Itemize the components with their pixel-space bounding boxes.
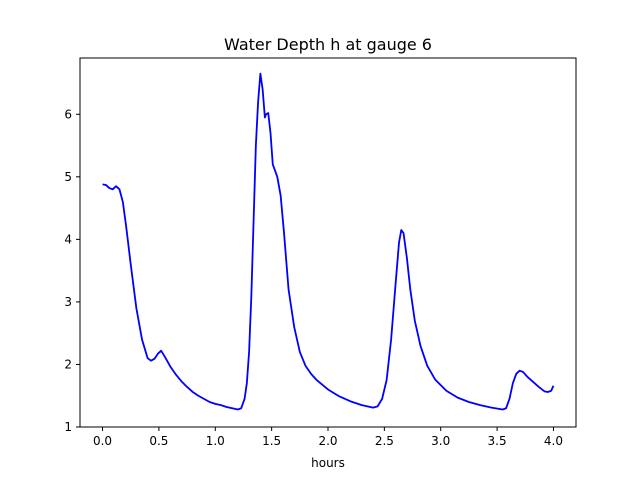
y-tick-label: 2 bbox=[64, 357, 72, 371]
x-tick-label: 3.5 bbox=[488, 434, 507, 448]
x-tick-label: 1.5 bbox=[262, 434, 281, 448]
y-tick-label: 1 bbox=[64, 420, 72, 434]
x-tick-label: 2.0 bbox=[318, 434, 337, 448]
y-axis-ticks: 1 2 3 4 5 6 bbox=[64, 107, 80, 434]
x-tick-label: 0.5 bbox=[149, 434, 168, 448]
x-axis-label: hours bbox=[311, 456, 345, 470]
x-tick-label: 3.0 bbox=[431, 434, 450, 448]
x-tick-label: 1.0 bbox=[206, 434, 225, 448]
x-tick-label: 0.0 bbox=[93, 434, 112, 448]
x-tick-label: 2.5 bbox=[375, 434, 394, 448]
y-tick-label: 4 bbox=[64, 232, 72, 246]
x-tick-label: 4.0 bbox=[544, 434, 563, 448]
y-tick-label: 5 bbox=[64, 170, 72, 184]
y-tick-label: 3 bbox=[64, 295, 72, 309]
axes-frame bbox=[79, 57, 577, 428]
chart-title: Water Depth h at gauge 6 bbox=[224, 35, 432, 54]
plot-area bbox=[102, 72, 555, 411]
series-line-0 bbox=[102, 72, 555, 411]
y-tick-label: 6 bbox=[64, 107, 72, 121]
x-axis-ticks: 0.0 0.5 1.0 1.5 2.0 2.5 3.0 3.5 4.0 bbox=[93, 427, 563, 448]
